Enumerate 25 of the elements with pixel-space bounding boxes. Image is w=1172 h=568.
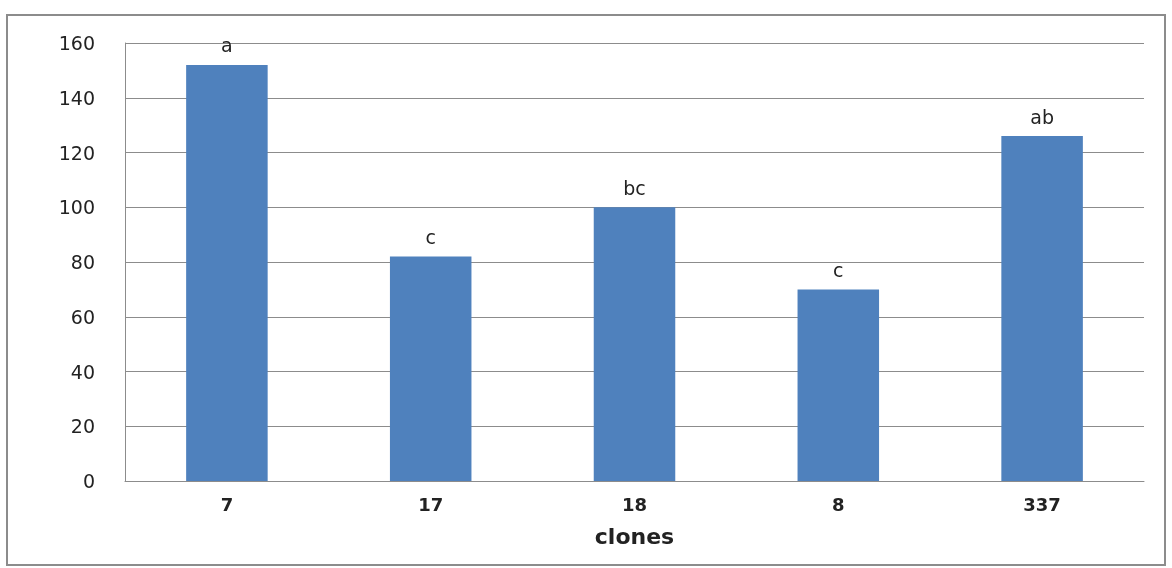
bar: [186, 64, 268, 481]
y-tick-label: 60: [70, 305, 95, 328]
y-tick-label: 120: [58, 141, 95, 164]
y-tick-label: 0: [82, 470, 95, 492]
annotation: c: [425, 226, 436, 249]
annotation: c: [833, 258, 844, 281]
x-tick-label: 8: [832, 493, 845, 515]
bar: [389, 256, 472, 481]
y-tick-label: 80: [70, 251, 95, 273]
annotation: ab: [1030, 105, 1054, 128]
y-tick-label: 100: [58, 196, 95, 219]
bar: [593, 207, 676, 481]
x-tick-label: 337: [1023, 493, 1061, 515]
y-tick-label: 20: [70, 415, 95, 438]
bar: [797, 289, 880, 481]
y-tick-label: 40: [70, 360, 95, 383]
x-tick-label: 7: [220, 493, 234, 515]
x-tick-label: 17: [418, 493, 444, 515]
x-tick-label: 18: [621, 493, 648, 515]
y-tick-label: 160: [58, 32, 95, 54]
y-tick-label: 140: [58, 86, 95, 109]
annotation: a: [221, 34, 233, 57]
annotation: bc: [623, 176, 646, 199]
x-axis-title: clones: [594, 523, 675, 549]
bar: [1001, 136, 1083, 481]
